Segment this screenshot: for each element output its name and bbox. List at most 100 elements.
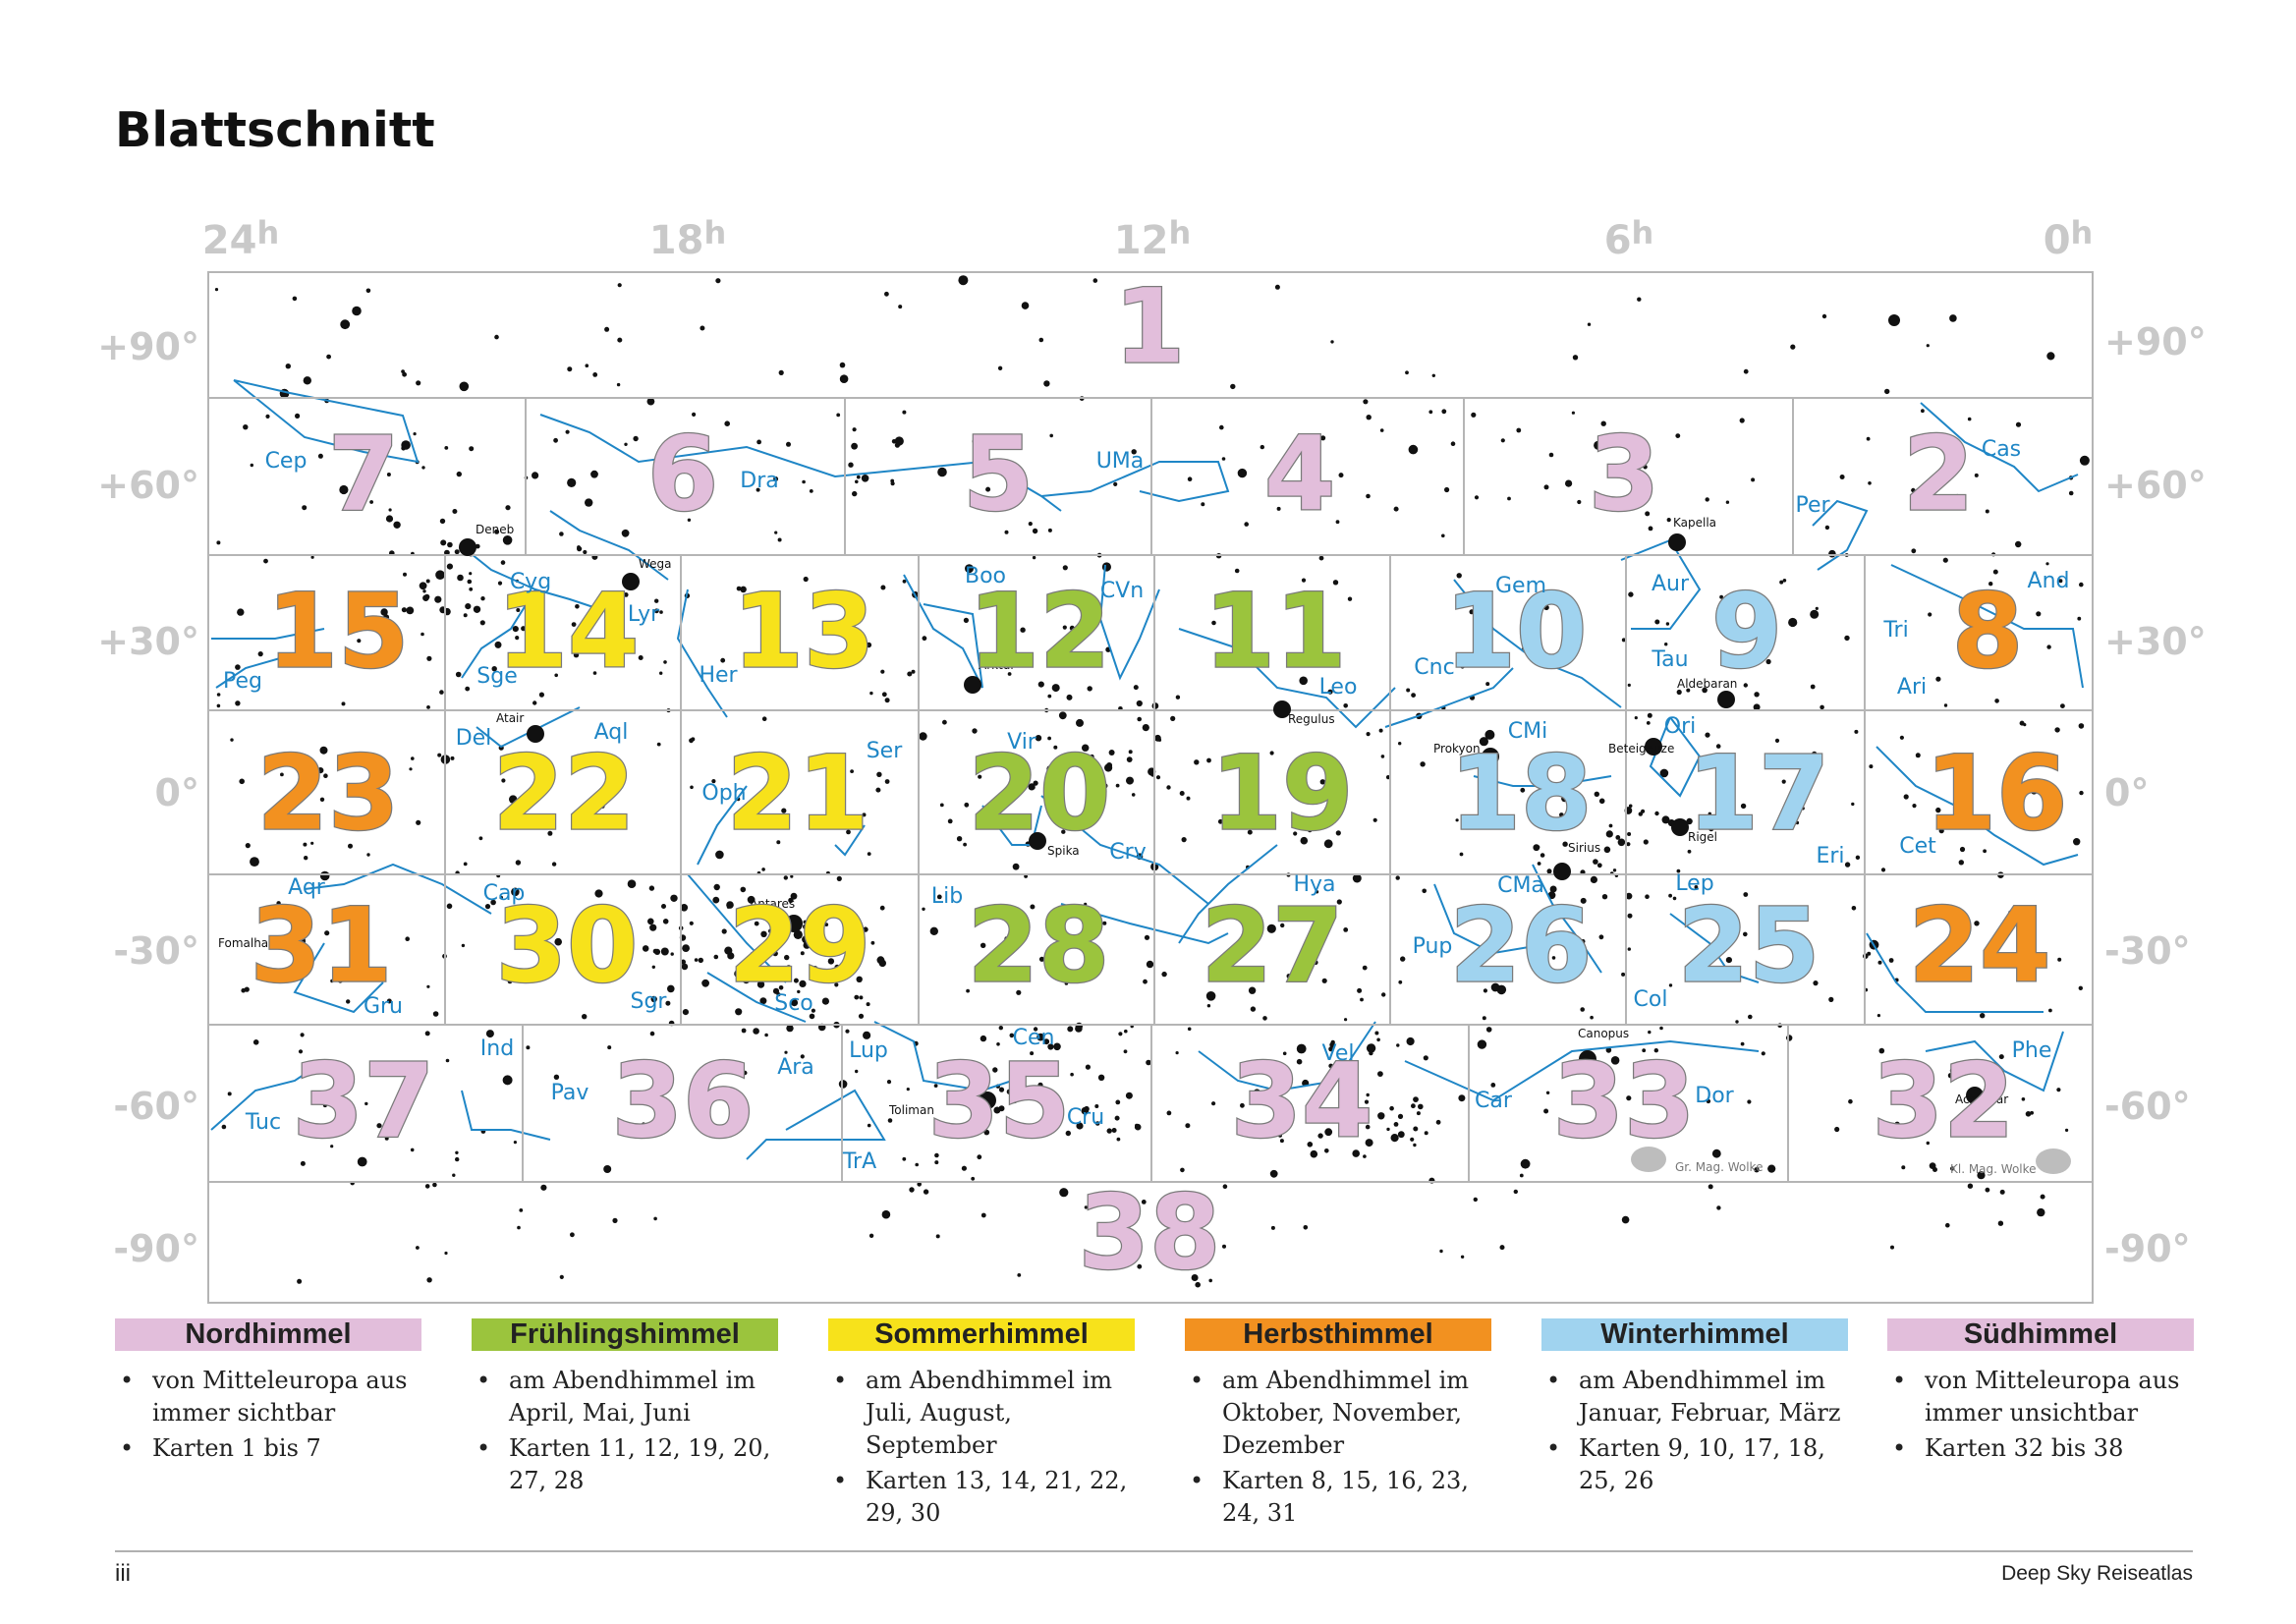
constellation-label-lyr: Lyr [628,602,660,627]
star [1011,1096,1018,1104]
star [1187,1027,1192,1032]
dec-label-left: +90° [97,325,199,368]
star [1086,818,1094,827]
star [1456,573,1462,579]
star [1949,314,1957,322]
star [1996,956,2005,964]
star [416,819,421,825]
star [1999,1189,2005,1195]
star [457,574,464,582]
star [386,473,391,476]
star [385,515,394,523]
constellation-label-and: And [2028,569,2070,593]
map-number-37[interactable]: 37 [291,1039,435,1162]
star-name-label: Wega [639,557,672,571]
star [669,444,675,451]
map-number-26[interactable]: 26 [1448,884,1593,1007]
map-number-27[interactable]: 27 [1200,884,1344,1007]
star [1048,784,1055,790]
star [1240,600,1246,605]
star [1610,1056,1620,1065]
map-number-24[interactable]: 24 [1907,884,2051,1007]
map-number-28[interactable]: 28 [966,884,1110,1007]
map-number-17[interactable]: 17 [1686,732,1830,855]
star [1012,863,1020,870]
star [1369,1050,1373,1056]
star [972,438,978,444]
constellation-label-del: Del [456,726,492,751]
star [2077,616,2082,621]
map-number-19[interactable]: 19 [1209,732,1354,855]
map-number-7[interactable]: 7 [327,413,401,535]
star [1899,735,1904,740]
star [1888,314,1900,326]
star [317,767,324,774]
map-number-15[interactable]: 15 [265,570,410,693]
star-name-label: Achernar [1955,1092,2008,1106]
map-number-34[interactable]: 34 [1229,1039,1373,1162]
map-number-3[interactable]: 3 [1588,413,1661,535]
star [880,669,885,674]
map-number-16[interactable]: 16 [1924,732,2068,855]
star [1959,846,1966,853]
star [1181,837,1187,843]
star [768,933,774,939]
star [1320,435,1326,441]
map-number-35[interactable]: 35 [926,1039,1071,1162]
map-number-23[interactable]: 23 [255,732,400,855]
constellation-label-her: Her [699,663,738,688]
map-number-10[interactable]: 10 [1443,570,1588,693]
constellation-figure [1620,538,1702,630]
star [1644,480,1648,485]
map-number-9[interactable]: 9 [1710,570,1784,693]
star [345,1065,351,1071]
map-number-18[interactable]: 18 [1448,732,1593,855]
star [571,622,577,627]
star [369,500,373,504]
legend-item: • Karten 11, 12, 19, 20, 27, 28 [476,1434,771,1494]
map-number-2[interactable]: 2 [1902,413,1976,535]
star [386,998,392,1004]
map-number-14[interactable]: 14 [495,570,640,693]
star [1460,1255,1465,1260]
constellation-figure [1920,402,2079,493]
star [1868,481,1872,485]
star [1708,812,1712,815]
star [1444,486,1450,493]
map-number-4[interactable]: 4 [1263,413,1337,535]
star [1206,1004,1211,1008]
map-number-13[interactable]: 13 [731,570,875,693]
map-number-21[interactable]: 21 [725,732,869,855]
star [1234,568,1240,574]
star [1646,721,1651,725]
map-number-38[interactable]: 38 [1077,1171,1221,1294]
star [1269,751,1274,756]
map-number-32[interactable]: 32 [1871,1039,2015,1162]
map-number-11[interactable]: 11 [1203,570,1347,693]
star [440,539,447,546]
star [1315,890,1319,894]
map-number-6[interactable]: 6 [646,413,720,535]
star [1344,1018,1348,1022]
map-number-5[interactable]: 5 [962,413,1036,535]
map-number-1[interactable]: 1 [1113,265,1187,388]
star [295,413,301,419]
star [1070,1072,1074,1077]
map-number-25[interactable]: 25 [1676,884,1820,1007]
star [432,1182,437,1188]
star [799,980,807,988]
map-number-30[interactable]: 30 [494,884,639,1007]
map-number-8[interactable]: 8 [1951,570,2025,693]
star [1115,1099,1121,1105]
map-number-36[interactable]: 36 [610,1039,755,1162]
legend-group: Winterhimmel • am Abendhimmel im Januar, F… [1541,1318,1848,1500]
map-number-31[interactable]: 31 [249,884,393,1007]
star [768,770,774,776]
map-number-12[interactable]: 12 [967,570,1111,693]
map-number-33[interactable]: 33 [1551,1039,1696,1162]
map-number-29[interactable]: 29 [727,884,871,1007]
map-number-20[interactable]: 20 [967,732,1111,855]
star [592,372,598,377]
map-number-22[interactable]: 22 [491,732,636,855]
star [241,987,246,993]
